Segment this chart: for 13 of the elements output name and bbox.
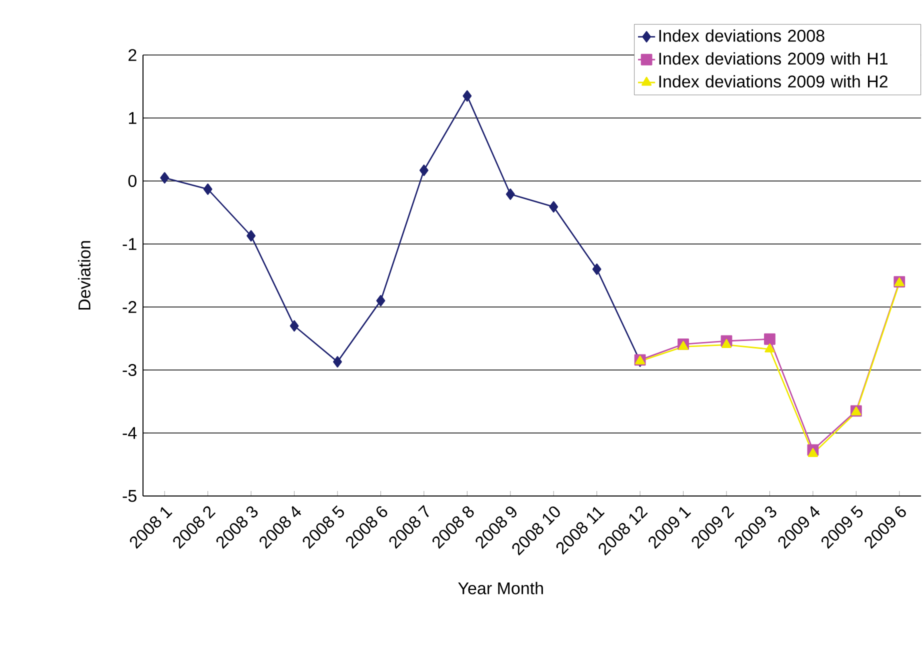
legend-label: Index deviations 2009 with H1 [659, 52, 888, 65]
y-tick-label: -4 [122, 427, 137, 439]
y-tick-label: 2 [128, 49, 136, 61]
legend-label: Index deviations 2008 [659, 29, 824, 42]
y-tick-label: 1 [128, 112, 136, 124]
y-tick-label: -2 [122, 301, 136, 313]
y-tick-label: -5 [122, 490, 136, 502]
y-axis-title: Deviation [78, 241, 90, 310]
y-tick-label: -1 [122, 238, 136, 250]
legend-label: Index deviations 2009 with H2 [659, 75, 888, 88]
y-tick-label: 0 [128, 174, 136, 188]
x-axis-title: Year Month [458, 582, 543, 594]
y-tick-label: -3 [122, 364, 136, 376]
